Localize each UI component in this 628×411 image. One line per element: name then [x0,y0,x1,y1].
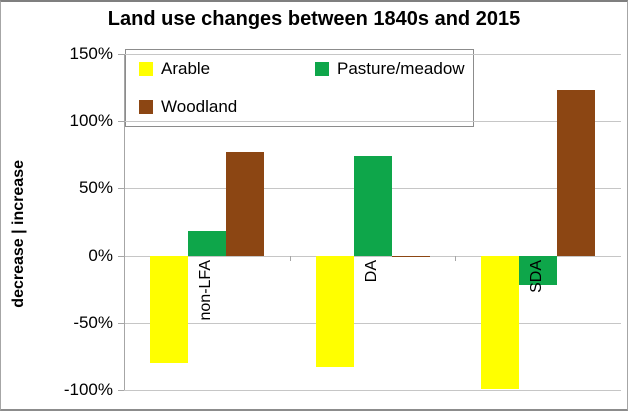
y-tick-mark [118,121,124,123]
gridline-150% [124,54,621,55]
y-tick-label: 50% [78,178,113,198]
legend-item-woodland: Woodland [139,97,315,117]
y-tick-label: -100% [63,380,113,399]
chart-title: Land use changes between 1840s and 2015 [107,8,521,30]
bar-pasture-meadow-da [353,156,392,256]
legend: Arable Pasture/meadow Woodland [125,49,474,127]
y-tick-label: 0% [88,245,113,265]
gridline--50% [124,322,621,324]
category-label-sda: SDA [528,259,546,293]
y-tick-label: -50% [73,312,113,332]
y-axis-title-text: decrease | increase [10,160,27,308]
bar-pasture-meadow-non-lfa [187,231,226,256]
legend-label: Woodland [161,97,238,116]
y-axis-title: decrease | increase [7,64,31,404]
legend-swatch-icon [139,62,153,76]
y-axis-line [124,54,125,390]
gridline-0% [124,255,621,257]
category-tick [455,255,457,261]
legend-label: Pasture/meadow [337,59,465,78]
y-tick-mark [118,188,124,190]
category-tick [289,255,291,261]
bar-woodland-da [391,255,430,258]
bar-woodland-sda [557,90,596,256]
legend-swatch-icon [139,100,153,114]
bar-arable-da [315,255,354,368]
y-tick-mark [118,54,124,55]
legend-item-pasture-meadow: Pasture/meadow [315,59,473,79]
bar-arable-sda [481,255,520,389]
legend-label: Arable [161,59,211,78]
y-tick-mark [118,390,124,391]
bar-arable-non-lfa [149,255,188,364]
y-tick-label: 100% [69,111,113,131]
category-label-non-lfa: non-LFA [196,259,214,321]
bar-pasture-meadow-sda [519,255,558,286]
gridline--100% [124,390,621,391]
gridline-100% [124,121,621,123]
y-tick-label: 150% [69,44,113,63]
bar-woodland-non-lfa [225,152,264,256]
legend-swatch-icon [315,62,329,76]
legend-item-arable: Arable [139,59,315,79]
y-tick-mark [118,322,124,324]
y-tick-mark [118,255,124,257]
category-label-da: DA [362,259,380,282]
